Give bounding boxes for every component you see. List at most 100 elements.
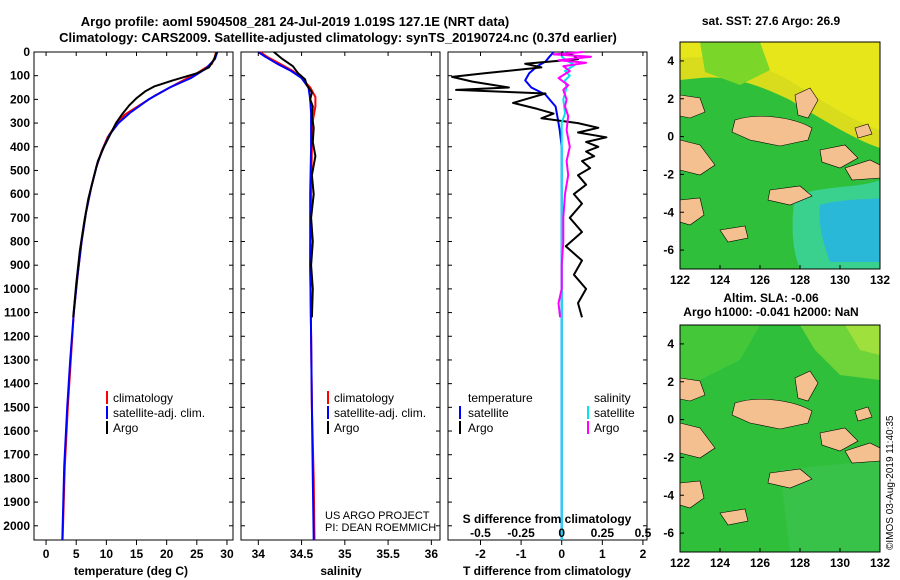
difference-panel-frame <box>447 51 648 541</box>
temperature-legend: climatology satellite-adj. clim. Argo <box>106 391 205 435</box>
x-tick-label: 20 <box>160 547 174 561</box>
difference-temperature-argo-line <box>451 51 608 318</box>
depth-axis: 0 100 200 300 400 500 600 700 800 900 1000 1100 1200… <box>3 45 647 533</box>
x-tick-label: 34 <box>252 547 266 561</box>
sst-cool-patch <box>700 42 770 85</box>
depth-tick-label: 800 <box>10 235 30 249</box>
s-diff-tick-label: 0.25 <box>591 526 615 540</box>
salinity-panel-frame <box>240 51 441 541</box>
sla-south-patch <box>780 460 880 552</box>
depth-tick-label: 100 <box>10 69 30 83</box>
depth-tick-label: 300 <box>10 116 30 130</box>
salinity-argo-line <box>273 51 317 318</box>
sla-map-axes: 122 124 126 128 130 132 4 2 0 -2 -4 -6 <box>663 337 890 570</box>
x-tick-label: -2 <box>475 547 486 561</box>
island <box>854 406 873 422</box>
map-y-tick-label: -6 <box>663 526 674 540</box>
salinity-satellite-adj-clim--line <box>257 51 315 541</box>
sla-highest-patch <box>845 325 880 355</box>
sst-warmest-region <box>680 42 880 130</box>
salinity-climatology-line <box>259 51 317 541</box>
island <box>819 144 859 169</box>
x-tick-label: 15 <box>130 547 144 561</box>
sla-map <box>680 325 880 552</box>
depth-tick-label: 1400 <box>3 377 30 391</box>
island <box>680 197 705 226</box>
island <box>680 377 706 402</box>
island <box>854 123 873 139</box>
map-y-tick-label: -2 <box>663 450 674 464</box>
salinity-x-axis: 34 34.5 35 35.5 36 <box>252 52 439 561</box>
map-y-tick-label: -4 <box>663 205 674 219</box>
map-x-tick-label: 122 <box>670 273 690 287</box>
island <box>680 480 705 509</box>
map-y-tick-label: 4 <box>667 337 674 351</box>
island <box>819 427 859 452</box>
map-x-tick-label: 130 <box>830 273 850 287</box>
island <box>767 468 813 489</box>
island <box>680 94 706 119</box>
map-x-tick-label: 126 <box>750 273 770 287</box>
sst-map-title: sat. SST: 27.6 Argo: 26.9 <box>702 14 841 28</box>
island <box>767 185 813 206</box>
legend-satellite-label: satellite-adj. clim. <box>113 406 205 420</box>
temperature-panel-frame <box>33 51 234 541</box>
map-x-tick-label: 128 <box>790 556 810 570</box>
sst-map <box>680 42 880 269</box>
x-tick-label: 34.5 <box>290 547 314 561</box>
island <box>794 370 819 402</box>
sla-map-frame <box>679 324 881 553</box>
temperature-x-label: temperature (deg C) <box>74 564 188 578</box>
depth-tick-label: 1700 <box>3 448 30 462</box>
sla-patch <box>680 325 760 380</box>
sst-map-axes: 122 124 126 128 130 132 4 2 0 -2 -4 -6 <box>663 54 890 287</box>
x-tick-label: 25 <box>190 547 204 561</box>
depth-tick-label: 1200 <box>3 329 30 343</box>
sla-map-title-line1: Altim. SLA: -0.06 <box>723 291 819 305</box>
x-tick-label: 36 <box>425 547 439 561</box>
x-tick-label: 35.5 <box>376 547 400 561</box>
legend-argo-label: Argo <box>113 421 139 435</box>
x-tick-label: 1 <box>599 547 606 561</box>
legend-s-argo-label: Argo <box>594 421 620 435</box>
figure-title-line2: Climatology: CARS2009. Satellite-adjuste… <box>59 30 617 45</box>
map-y-tick-label: -2 <box>663 167 674 181</box>
depth-tick-label: 1000 <box>3 282 30 296</box>
legend-climatology-label: climatology <box>113 391 173 405</box>
x-tick-label: 30 <box>220 547 234 561</box>
island <box>731 116 813 147</box>
map-y-tick-label: 2 <box>667 375 674 389</box>
difference-salinity-argo-line <box>552 51 592 318</box>
island <box>794 87 819 119</box>
depth-tick-label: 700 <box>10 211 30 225</box>
depth-tick-label: 500 <box>10 163 30 177</box>
legend-climatology-label: climatology <box>334 391 394 405</box>
depth-tick-label: 400 <box>10 140 30 154</box>
map-y-tick-label: -4 <box>663 488 674 502</box>
salinity-x-label: salinity <box>320 564 362 578</box>
figure-title-line1: Argo profile: aoml 5904508_281 24-Jul-20… <box>81 14 509 29</box>
s-diff-tick-label: 0.5 <box>635 526 652 540</box>
temperature-curves <box>61 51 219 541</box>
island <box>680 422 716 459</box>
depth-tick-label: 1100 <box>4 306 30 320</box>
sst-land-masses <box>680 87 880 243</box>
temperature-x-axis: 0 5 10 15 20 25 30 <box>43 52 234 561</box>
salinity-difference-label: S difference from climatology <box>463 512 632 526</box>
depth-tick-label: 600 <box>10 187 30 201</box>
legend-argo-label: Argo <box>334 421 360 435</box>
temperature-argo-line <box>72 51 218 318</box>
difference-x-axis: -2 -1 0 1 2 <box>475 52 647 561</box>
difference-x-label: T difference from climatology <box>463 564 631 578</box>
map-y-tick-label: 0 <box>667 130 674 144</box>
salinity-difference-axis: -0.5 -0.25 0 0.25 0.5 <box>470 526 651 540</box>
sst-map-frame <box>679 41 881 270</box>
legend-satellite-label: satellite-adj. clim. <box>334 406 426 420</box>
island <box>680 139 716 176</box>
depth-tick-label: 0 <box>23 45 30 59</box>
difference-legend: temperature satellite Argo salinity sate… <box>459 391 635 435</box>
depth-tick-label: 1300 <box>3 353 30 367</box>
map-y-tick-label: 4 <box>667 54 674 68</box>
sla-map-title-line2: Argo h1000: -0.041 h2000: NaN <box>683 305 858 319</box>
